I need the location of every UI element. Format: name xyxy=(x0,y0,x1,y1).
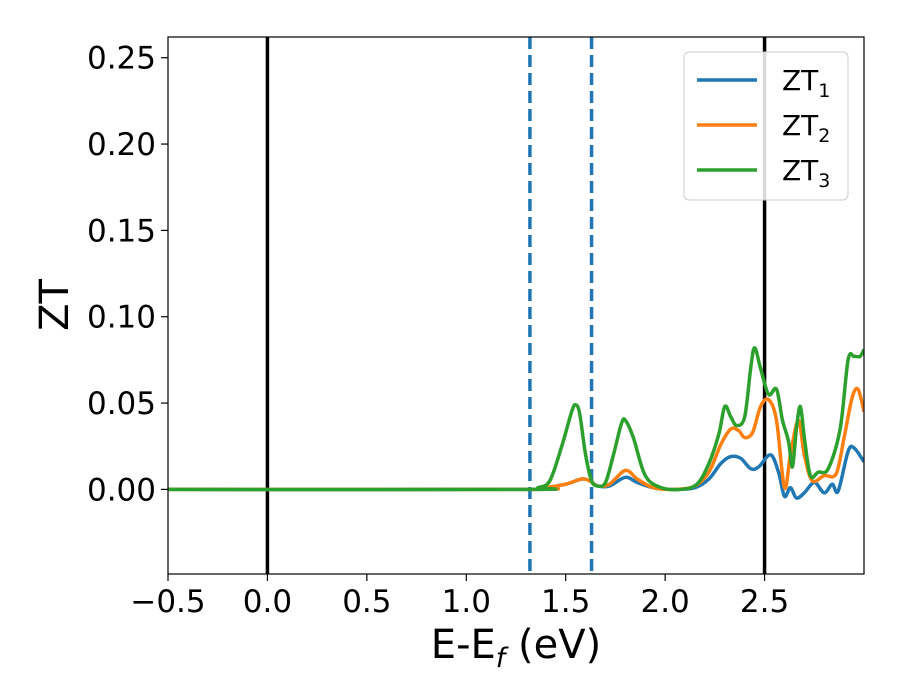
legend-label-zt1: ZT1 xyxy=(782,64,830,102)
legend-label-zt2: ZT2 xyxy=(782,109,830,147)
x-tick-label: 0.5 xyxy=(342,584,391,620)
x-tick-label: 0.0 xyxy=(243,584,292,620)
x-tick-label: 1.5 xyxy=(541,584,590,620)
x-tick-label: 1.0 xyxy=(442,584,491,620)
y-tick-label: 0.15 xyxy=(87,213,156,249)
y-tick-label: 0.10 xyxy=(87,300,156,336)
x-tick-label: 2.0 xyxy=(640,584,689,620)
y-tick-label: 0.25 xyxy=(87,41,156,77)
y-tick-label: 0.05 xyxy=(87,386,156,422)
y-tick-label: 0.20 xyxy=(87,127,156,163)
series-line-zt3 xyxy=(168,346,864,492)
x-axis-label: E-Ef (eV) xyxy=(431,622,601,674)
legend: ZT1 ZT2 ZT3 xyxy=(683,51,849,201)
x-tick-label: −0.5 xyxy=(130,584,205,620)
y-axis-label: ZT xyxy=(32,279,78,331)
legend-label-zt3: ZT3 xyxy=(782,154,830,192)
y-tick-label: 0.00 xyxy=(87,472,156,508)
legend-box xyxy=(683,51,849,201)
series-line-zt2 xyxy=(168,386,864,492)
x-tick-label: 2.5 xyxy=(740,584,789,620)
plot-frame xyxy=(167,36,865,575)
